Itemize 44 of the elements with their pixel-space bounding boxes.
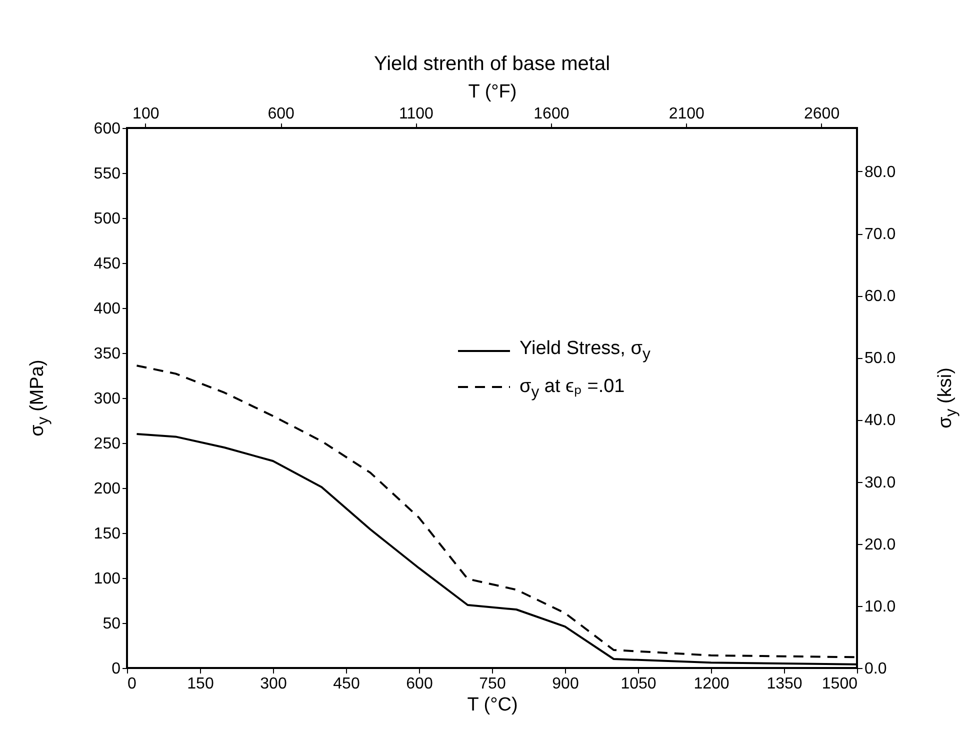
x2-tick-label: 600 xyxy=(268,106,295,122)
x2-tick-label: 100 xyxy=(132,106,160,122)
x-tick-label: 300 xyxy=(260,676,287,692)
y2-tick-label: 20.0 xyxy=(864,536,896,554)
y2-tick-label: 10.0 xyxy=(864,598,896,616)
x2-tick-label: 1600 xyxy=(534,106,570,122)
y2-tick-label: 50.0 xyxy=(864,350,896,368)
x-tick-label: 600 xyxy=(406,676,433,692)
y-tick-label: 200 xyxy=(94,480,121,498)
y-tick-label: 550 xyxy=(94,166,121,182)
x2-tick-label: 1100 xyxy=(399,106,434,122)
y-tick-label: 350 xyxy=(94,346,121,362)
y-tick-label: 100 xyxy=(94,570,121,588)
x2-tick-label: 2600 xyxy=(804,106,840,122)
y-tick-label: 50 xyxy=(102,616,121,632)
y2-tick-label: 0.0 xyxy=(864,660,887,678)
y2-tick-label: 80.0 xyxy=(864,164,896,181)
y-tick-label: 0 xyxy=(112,660,121,678)
y-tick-label: 400 xyxy=(94,300,121,318)
x2-axis-title: T (°F) xyxy=(468,82,517,102)
x-tick-label: 150 xyxy=(187,676,214,692)
x2-tick-label: 2100 xyxy=(668,106,705,122)
legend-label: Yield Stress, σ$_{y}$ xyxy=(520,338,650,364)
y2-tick-label: 70.0 xyxy=(864,226,896,244)
y-tick-label: 600 xyxy=(94,120,121,138)
y-tick-label: 150 xyxy=(94,526,121,542)
x-tick-label: 0 xyxy=(128,676,136,692)
y2-tick-label: 60.0 xyxy=(864,288,896,306)
y2-tick-label: 30.0 xyxy=(864,474,896,492)
x-tick-label: 1500 xyxy=(822,676,858,692)
y-tick-label: 300 xyxy=(94,390,121,408)
y-tick-label: 250 xyxy=(94,436,121,452)
x-tick-label: 450 xyxy=(333,676,360,692)
y-tick-label: 500 xyxy=(94,210,121,228)
legend-label: σ$_{y}$ at ϵₚ =.01 xyxy=(520,375,625,402)
chart-title: Yield strenth of base metal xyxy=(374,53,610,75)
y2-tick-label: 40.0 xyxy=(864,412,896,430)
x-tick-label: 750 xyxy=(479,676,506,692)
y-tick-label: 450 xyxy=(94,256,121,272)
x-tick-label: 1200 xyxy=(694,676,730,692)
x-tick-label: 1350 xyxy=(766,676,802,692)
x-tick-label: 900 xyxy=(552,676,579,692)
x-tick-label: 1050 xyxy=(620,676,656,692)
x-axis-title: T (°C) xyxy=(467,694,518,716)
